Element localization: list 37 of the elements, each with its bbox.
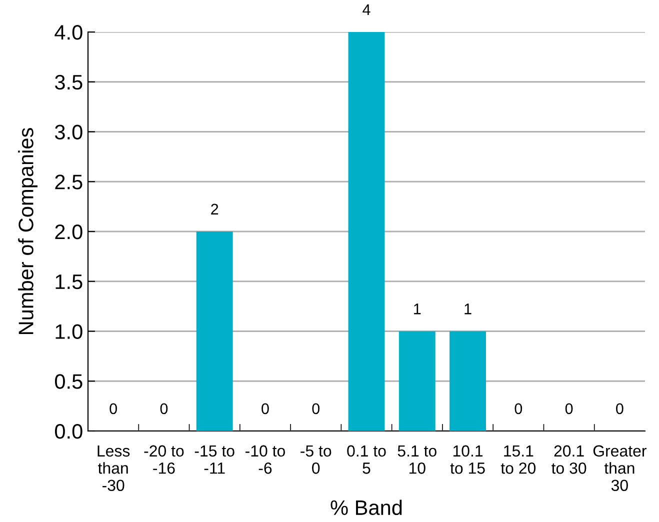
bar (450, 331, 486, 431)
x-tick-label: Greater than 30 (593, 445, 646, 492)
data-label: 1 (464, 304, 472, 314)
data-label: 0 (514, 403, 522, 414)
x-tick-label: -15 to -11 (194, 445, 234, 474)
y-axis-title: Number of Companies (18, 128, 38, 334)
x-tick-label: -20 to -16 (144, 445, 184, 474)
x-tick-label: 5.1 to 10 (398, 445, 436, 474)
x-tick-label: 15.1 to 20 (500, 445, 536, 474)
data-label: 0 (616, 403, 624, 414)
data-label: 0 (160, 403, 168, 414)
x-tick-label: Less than -30 (98, 445, 130, 492)
y-tick-label: 2.0 (55, 224, 82, 240)
y-tick-label: 0.5 (54, 374, 82, 389)
data-label: 0 (312, 403, 320, 414)
x-axis-title: % Band (330, 500, 402, 516)
bar (196, 232, 233, 431)
data-label: 0 (565, 403, 573, 414)
bar (348, 32, 385, 431)
bar (398, 331, 436, 431)
data-label: 0 (262, 403, 269, 414)
data-label: 1 (414, 304, 421, 314)
y-tick-label: 3.0 (54, 124, 82, 140)
data-label: 2 (211, 204, 218, 214)
x-tick-label: -5 to 0 (300, 445, 332, 474)
y-tick-label: 1.0 (56, 324, 82, 340)
data-label: 4 (362, 4, 370, 15)
y-tick-label: 4.0 (54, 25, 82, 40)
data-label: 0 (110, 403, 117, 414)
y-tick-label: 0.0 (54, 424, 82, 439)
x-tick-label: 10.1 to 15 (450, 445, 485, 474)
x-tick-label: 20.1 to 30 (552, 445, 586, 474)
y-tick-label: 3.5 (54, 74, 82, 90)
x-tick-label: -10 to -6 (246, 445, 285, 474)
y-tick-label: 1.5 (56, 274, 82, 290)
y-tick-label: 2.5 (55, 174, 82, 190)
x-tick-label: 0.1 to 5 (347, 445, 386, 474)
